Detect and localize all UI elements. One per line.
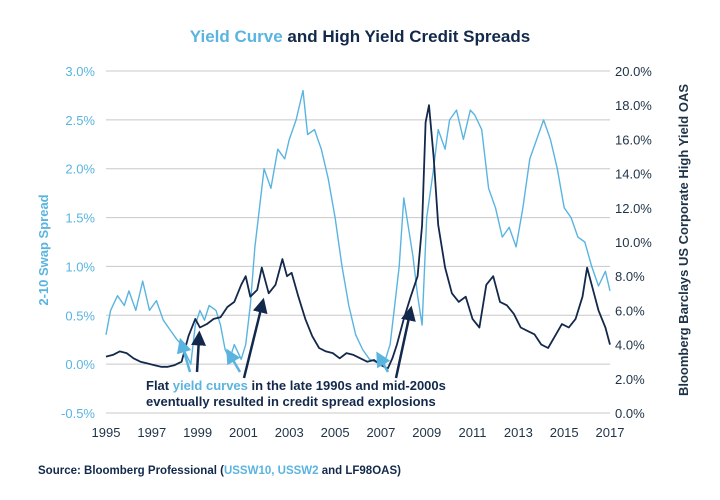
right-tick-label: 0.0%: [615, 406, 645, 421]
x-tick-label: 2009: [412, 425, 441, 440]
annotation-line-1: Flat yield curves in the late 1990s and …: [146, 378, 446, 393]
annotation-line-2: eventually resulted in credit spread exp…: [146, 394, 436, 409]
source-links[interactable]: USSW10, USSW2: [224, 465, 319, 477]
right-axis-ticks: 0.0% 2.0% 4.0% 6.0% 8.0% 10.0% 12.0% 14.0% 16.0%…: [615, 64, 652, 421]
source-note: Source: Bloomberg Professional (USSW10, …: [38, 465, 401, 477]
left-tick-label: 0.5%: [65, 308, 95, 323]
right-tick-label: 12.0%: [615, 201, 652, 216]
annotation-text-before: Flat: [146, 378, 173, 393]
right-tick-label: 2.0%: [615, 372, 645, 387]
right-tick-label: 14.0%: [615, 167, 652, 182]
annotation-text-highlight: yield curves: [173, 378, 248, 393]
x-axis-ticks: 1995 1997 1999 2001 2003 2005 2007 2009 2011 2013…: [92, 425, 625, 440]
x-tick-label: 1995: [92, 425, 121, 440]
chart-title-part1: Yield Curve: [190, 27, 283, 46]
left-tick-label: 0.0%: [65, 357, 95, 372]
right-tick-label: 20.0%: [615, 64, 652, 79]
source-suffix: and LF98OAS): [319, 465, 402, 477]
arrow-spread-2008: [394, 305, 416, 379]
series-line-high-yield-oas: [105, 104, 611, 370]
left-axis-label: 2-10 Swap Spread: [36, 194, 51, 305]
x-tick-label: 1999: [183, 425, 212, 440]
x-tick-label: 2007: [366, 425, 395, 440]
x-tick-label: 2017: [596, 425, 625, 440]
right-axis-label: Bloomberg Barclays US Corporate High Yie…: [676, 84, 691, 396]
x-tick-label: 2001: [229, 425, 258, 440]
arrow-spread-1999: [191, 330, 207, 373]
annotation-arrows: [176, 297, 416, 379]
gridlines: [106, 70, 610, 414]
chart-title: Yield Curve and High Yield Credit Spread…: [190, 27, 530, 46]
right-tick-label: 8.0%: [615, 269, 645, 284]
x-tick-label: 2013: [504, 425, 533, 440]
x-tick-label: 2015: [550, 425, 579, 440]
left-axis-ticks: -0.5% 0.0% 0.5% 1.0% 1.5% 2.0% 2.5% 3.0%: [61, 64, 95, 421]
right-tick-label: 4.0%: [615, 338, 645, 353]
series-layer: [105, 89, 611, 370]
left-tick-label: 1.0%: [65, 259, 95, 274]
left-tick-label: 2.0%: [65, 162, 95, 177]
arrow-yield-2007: [376, 351, 391, 373]
source-prefix: Source: Bloomberg Professional (: [38, 465, 224, 477]
right-tick-label: 6.0%: [615, 303, 645, 318]
arrow-spread-2001: [242, 297, 268, 379]
arrow-yield-2000: [226, 348, 242, 373]
x-tick-label: 1997: [137, 425, 166, 440]
chart-title-part2: and High Yield Credit Spreads: [283, 27, 531, 46]
left-tick-label: 2.5%: [65, 113, 95, 128]
annotation-text-after: in the late 1990s and mid-2000s: [248, 378, 446, 393]
x-tick-label: 2003: [275, 425, 304, 440]
right-tick-label: 18.0%: [615, 98, 652, 113]
left-tick-label: 1.5%: [65, 211, 95, 226]
series-line-swap-spread: [105, 89, 611, 365]
x-tick-label: 2005: [321, 425, 350, 440]
right-tick-label: 16.0%: [615, 132, 652, 147]
arrow-yield-1998: [176, 337, 192, 373]
left-tick-label: -0.5%: [61, 406, 95, 421]
right-tick-label: 10.0%: [615, 235, 652, 250]
x-tick-label: 2011: [459, 425, 487, 440]
left-tick-label: 3.0%: [65, 64, 95, 79]
